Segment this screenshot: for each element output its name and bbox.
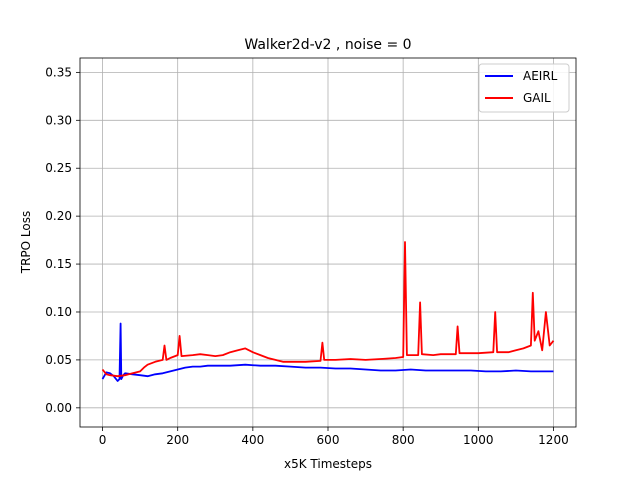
legend-label-aeirl: AEIRL [523, 69, 558, 83]
y-tick-label: 0.25 [45, 161, 72, 175]
x-tick-label: 1200 [538, 433, 569, 447]
y-tick-label: 0.30 [45, 113, 72, 127]
x-axis-label: x5K Timesteps [284, 457, 372, 471]
series-line-aeirl [101, 322, 554, 382]
y-axis-label: TRPO Loss [19, 211, 33, 274]
x-tick-label: 1000 [463, 433, 494, 447]
y-tick-label: 0.10 [45, 305, 72, 319]
x-tick-label: 200 [166, 433, 189, 447]
x-tick-label: 400 [241, 433, 264, 447]
series-group [101, 241, 555, 382]
series-line-gail [101, 241, 555, 378]
y-tick-label: 0.20 [45, 209, 72, 223]
y-tick-label: 0.15 [45, 257, 72, 271]
ticks: 0 200 400 600 800 1000 1200 0.00 0.05 0.10 0.15 0.2… [45, 65, 568, 447]
y-tick-label: 0.35 [45, 65, 72, 79]
chart-title: Walker2d-v2 , noise = 0 [244, 37, 411, 53]
x-tick-label: 600 [317, 433, 340, 447]
legend-label-gail: GAIL [523, 91, 551, 105]
y-tick-label: 0.00 [45, 401, 72, 415]
x-tick-label: 0 [99, 433, 107, 447]
y-tick-label: 0.05 [45, 353, 72, 367]
x-tick-label: 800 [392, 433, 415, 447]
legend: AEIRL GAIL [478, 63, 570, 113]
